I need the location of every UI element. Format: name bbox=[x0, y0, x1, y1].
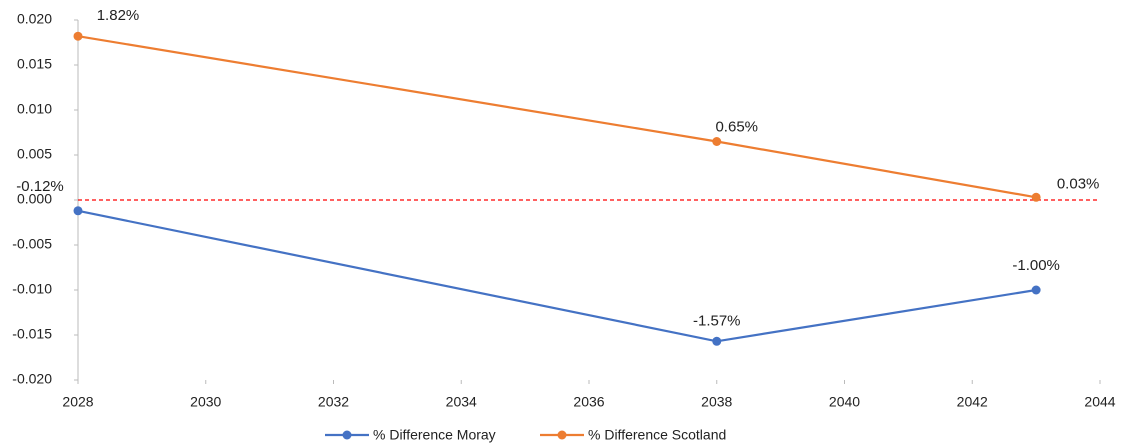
legend-label: % Difference Scotland bbox=[588, 427, 726, 443]
point bbox=[1031, 192, 1041, 202]
x-tick-label: 2032 bbox=[318, 394, 349, 410]
x-tick-label: 2044 bbox=[1084, 394, 1115, 410]
y-tick-label: 0.010 bbox=[17, 101, 52, 117]
data-label: 1.82% bbox=[97, 7, 140, 24]
point bbox=[73, 206, 83, 216]
legend-marker bbox=[342, 430, 352, 440]
x-tick-label: 2034 bbox=[446, 394, 477, 410]
x-tick-label: 2042 bbox=[957, 394, 988, 410]
y-tick-label: -0.020 bbox=[12, 371, 52, 387]
x-tick-label: 2028 bbox=[62, 394, 93, 410]
series-line bbox=[77, 209, 1037, 343]
y-tick-label: 0.000 bbox=[17, 191, 52, 207]
y-tick-label: -0.010 bbox=[12, 281, 52, 297]
y-tick-label: -0.015 bbox=[12, 326, 52, 342]
x-tick-label: 2038 bbox=[701, 394, 732, 410]
y-tick-label: 0.020 bbox=[17, 11, 52, 27]
legend-label: % Difference Moray bbox=[373, 427, 496, 443]
point bbox=[712, 336, 722, 346]
data-label: 0.03% bbox=[1057, 175, 1100, 192]
data-label: -1.57% bbox=[693, 312, 741, 329]
point bbox=[73, 31, 83, 41]
y-tick-label: 0.015 bbox=[17, 56, 52, 72]
legend-marker bbox=[557, 430, 567, 440]
x-tick-label: 2040 bbox=[829, 394, 860, 410]
data-label: -0.12% bbox=[16, 178, 64, 195]
x-tick-label: 2036 bbox=[573, 394, 604, 410]
y-tick-label: 0.005 bbox=[17, 146, 52, 162]
x-tick-label: 2030 bbox=[190, 394, 221, 410]
series-line bbox=[77, 35, 1037, 199]
y-tick-label: -0.005 bbox=[12, 236, 52, 252]
data-label: -1.00% bbox=[1012, 257, 1060, 274]
point bbox=[712, 137, 722, 146]
data-label: 0.65% bbox=[715, 118, 758, 135]
point bbox=[1031, 285, 1041, 295]
